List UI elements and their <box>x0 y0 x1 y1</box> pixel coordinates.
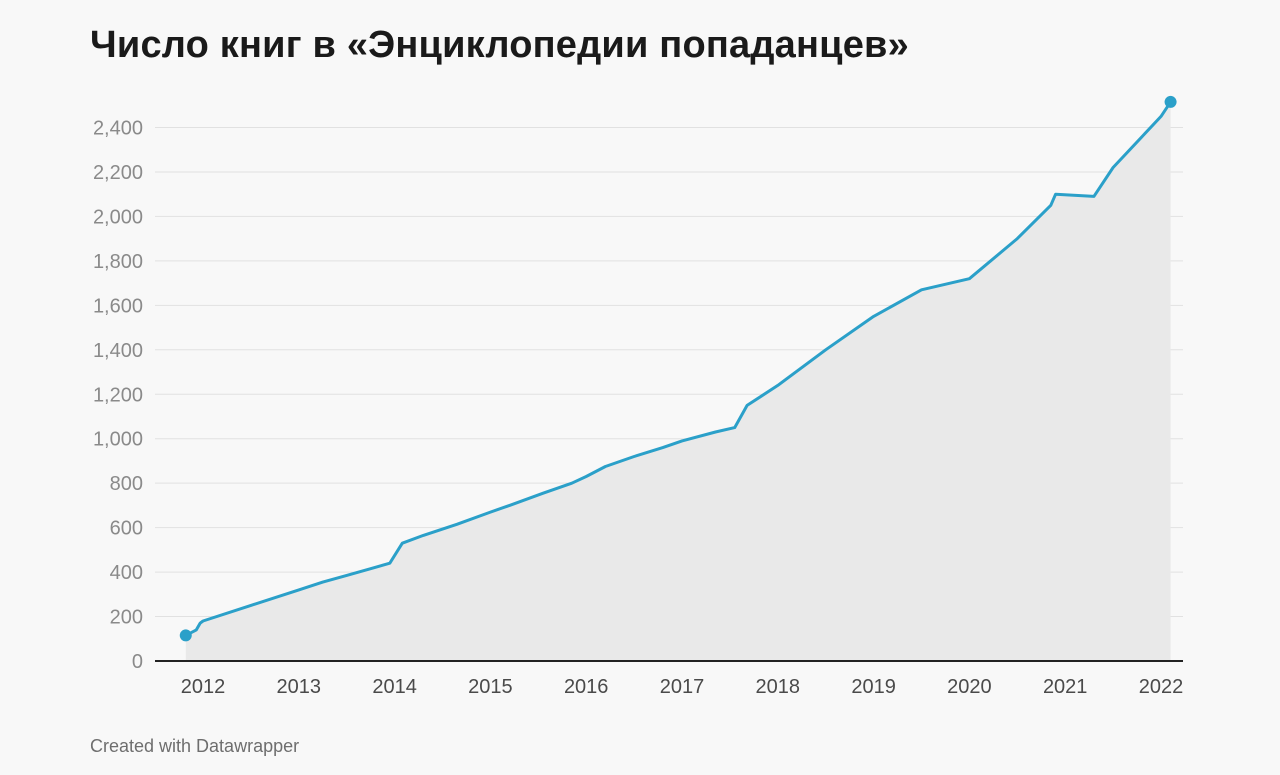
y-tick-label: 2,000 <box>93 206 143 228</box>
y-tick-label: 800 <box>110 473 143 495</box>
y-tick-label: 400 <box>110 562 143 584</box>
chart-title: Число книг в «Энциклопедии попаданцев» <box>90 24 909 66</box>
y-tick-label: 2,200 <box>93 162 143 184</box>
x-tick-label: 2017 <box>660 676 705 698</box>
area-layer <box>185 101 1171 661</box>
x-tick-label: 2019 <box>851 676 896 698</box>
x-tick-label: 2020 <box>947 676 992 698</box>
end-point <box>1164 95 1177 108</box>
x-tick-label: 2012 <box>181 676 226 698</box>
x-tick-label: 2014 <box>372 676 417 698</box>
y-axis-ticks: 0 200 400 600 800 1,000 1,200 1,400 1,600 1,800 2,… <box>93 118 143 674</box>
y-tick-label: 0 <box>132 651 143 673</box>
x-axis-ticks: 2012 2013 2014 2015 2016 2017 2018 2019 2020 2021… <box>181 676 1184 698</box>
x-tick-label: 2022 <box>1139 676 1184 698</box>
y-tick-label: 600 <box>110 518 143 540</box>
y-tick-label: 1,200 <box>93 384 143 406</box>
x-tick-label: 2013 <box>277 676 322 698</box>
endpoints <box>179 95 1177 642</box>
y-tick-label: 1,400 <box>93 340 143 362</box>
x-tick-label: 2015 <box>468 676 513 698</box>
start-point <box>179 629 192 642</box>
x-tick-label: 2016 <box>564 676 609 698</box>
series-line <box>184 100 1173 637</box>
y-tick-label: 1,600 <box>93 295 143 317</box>
credit-text: Created with Datawrapper <box>90 736 300 756</box>
x-tick-label: 2021 <box>1043 676 1088 698</box>
y-tick-label: 1,000 <box>93 429 143 451</box>
y-tick-label: 200 <box>110 607 143 629</box>
series-area <box>185 101 1171 661</box>
x-tick-label: 2018 <box>756 676 801 698</box>
y-tick-label: 1,800 <box>93 251 143 273</box>
line-layer <box>184 100 1173 637</box>
y-tick-label: 2,400 <box>93 118 143 140</box>
